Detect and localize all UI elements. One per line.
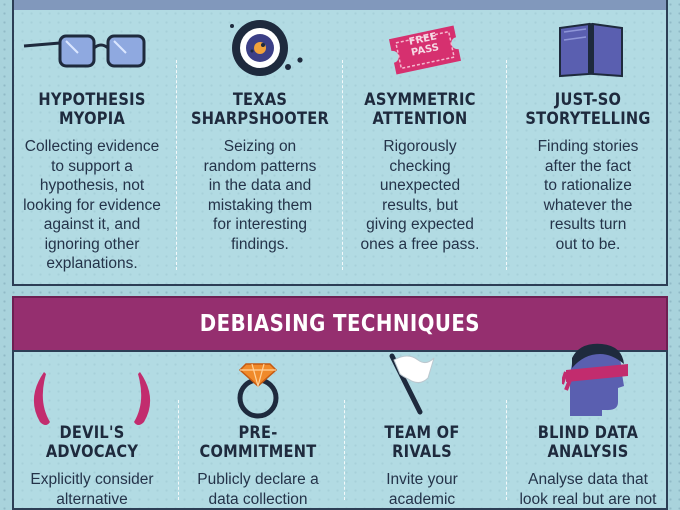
bias-description: Finding stories after the fact to ration… [537, 138, 639, 253]
technique-description: Publicly declare a data collection [197, 471, 319, 508]
technique-blind-data-analysis: BLIND DATA ANALYSIS Analyse data that lo… [506, 424, 670, 509]
technique-description: Explicitly consider alternative [30, 471, 154, 508]
section-title: DEBIASING TECHNIQUES [199, 311, 481, 337]
technique-team-of-rivals: TEAM OF RIVALS Invite your academic [340, 424, 504, 509]
free-pass-ticket-icon [388, 25, 462, 75]
column-divider [506, 60, 507, 270]
column-divider [178, 400, 179, 500]
bias-texas-sharpshooter: TEXAS SHARPSHOOTER Seizing on random pat… [178, 91, 342, 254]
techniques-panel [12, 350, 668, 510]
open-book-icon [559, 22, 623, 78]
ring-icon [237, 363, 279, 419]
bias-description: Rigorously checking unexpected results, … [360, 138, 480, 253]
glasses-icon [23, 34, 146, 68]
bias-hypothesis-myopia: HYPOTHESIS MYOPIA Collecting evidence to… [10, 91, 174, 274]
bias-title: JUST-SO STORYTELLING [525, 90, 651, 129]
technique-devils-advocacy: DEVIL'S ADVOCACY Explicitly consider alt… [10, 424, 174, 509]
column-divider [176, 60, 177, 270]
target-icon [230, 20, 303, 76]
technique-description: Analyse data that look real but are not [519, 471, 657, 508]
technique-title: PRE- COMMITMENT [199, 423, 317, 462]
bias-title: ASYMMETRIC ATTENTION [364, 90, 476, 129]
bias-description: Collecting evidence to support a hypothe… [23, 138, 161, 272]
devil-horns-icon [33, 372, 151, 425]
column-divider [344, 400, 345, 500]
technique-pre-commitment: PRE- COMMITMENT Publicly declare a data … [176, 424, 340, 509]
technique-description: Invite your academic [386, 471, 458, 508]
technique-title: TEAM OF RIVALS [384, 423, 460, 462]
blindfolded-face-icon [562, 343, 628, 416]
debiasing-techniques-header: DEBIASING TECHNIQUES [12, 296, 668, 350]
column-divider [506, 400, 507, 500]
technique-title: BLIND DATA ANALYSIS [537, 423, 639, 462]
technique-title: DEVIL'S ADVOCACY [45, 423, 139, 462]
bias-title: HYPOTHESIS MYOPIA [38, 90, 146, 129]
bias-description: Seizing on random patterns in the data a… [203, 138, 317, 253]
bias-just-so-storytelling: JUST-SO STORYTELLING Finding stories aft… [506, 91, 670, 254]
bias-title: TEXAS SHARPSHOOTER [190, 90, 329, 129]
bias-asymmetric-attention: ASYMMETRIC ATTENTION Rigorously checking… [338, 91, 502, 254]
white-flag-icon [389, 353, 435, 415]
column-divider [342, 60, 343, 270]
